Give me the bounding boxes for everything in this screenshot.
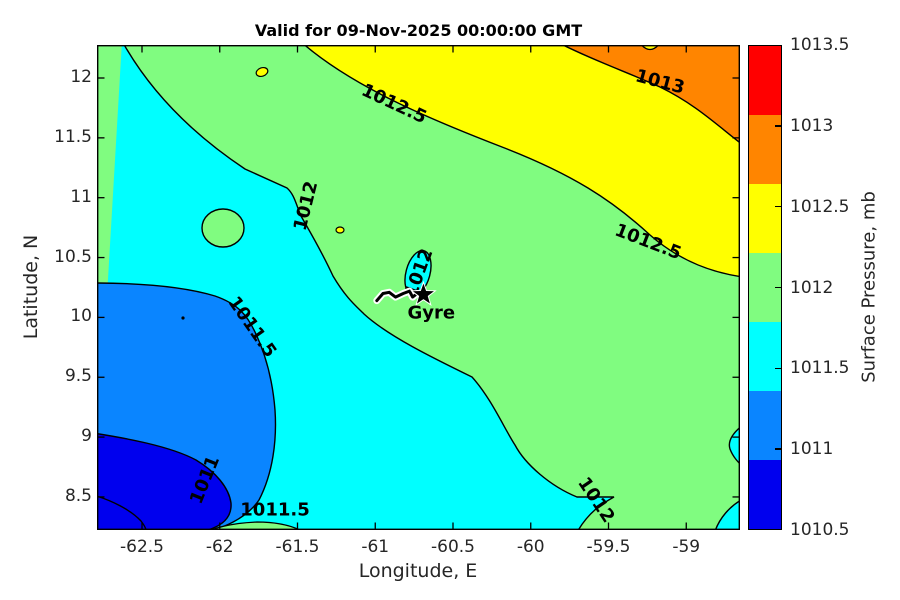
y-tick-label: 9.5: [64, 366, 92, 387]
colorbar-tick-mark: [775, 286, 781, 289]
contour-1010p5: [97, 495, 147, 530]
plot-frame: [97, 45, 740, 530]
y-tick-label: 10.5: [54, 246, 92, 267]
contour-1012: [123, 45, 615, 530]
plot-title: Valid for 09-Nov-2025 00:00:00 GMT: [254, 21, 583, 40]
y-tick-label: 10: [70, 306, 92, 327]
contour-label: 1011.5: [240, 500, 309, 521]
colorbar-tick-mark: [775, 448, 781, 450]
contour-1011: [97, 432, 232, 530]
region-yellow: [304, 45, 740, 277]
tiny-contour-dot: [181, 316, 185, 320]
colorbar-band-0: [749, 46, 781, 115]
region-orange: [563, 45, 740, 143]
map-plot-area: 1012.5 1013 1012.5 1012 1012 1011.5 1011 1011.5…: [97, 45, 740, 530]
contour-1011p5: [97, 282, 277, 530]
yellow-dot-2: [335, 226, 345, 234]
y-tick-label: 12: [70, 67, 92, 87]
x-tick-label: -62: [205, 537, 234, 557]
contour-1013: [561, 45, 740, 144]
gyre-star-icon: [410, 280, 437, 306]
colorbar-tick-label: 1012: [790, 277, 834, 298]
colorbar-tick-label: 1011.5: [790, 358, 850, 379]
colorbar-tick-mark: [775, 205, 781, 208]
region-dark-blue: [97, 433, 232, 530]
y-axis-label: Latitude, N: [20, 234, 42, 340]
colorbar-tick-mark: [775, 367, 781, 370]
y-tick-label: 8.5: [64, 485, 92, 506]
colorbar-tick-label: 1012.5: [790, 196, 850, 217]
x-tick-label: -62.5: [120, 537, 164, 557]
x-tick-label: -60.5: [431, 537, 475, 557]
x-tick-label: -61.5: [275, 537, 320, 557]
colorbar-tick-label: 1013.5: [790, 35, 850, 55]
x-tick-label: -61: [361, 537, 390, 557]
colorbar-band-4: [749, 322, 781, 391]
contour-map-svg: 1012.5 10131012.5101210121011.510111011.5…: [97, 45, 740, 530]
colorbar-tick-label: 1013: [790, 115, 834, 136]
y-tick-label: 11: [70, 186, 92, 207]
gyre-trajectory: [375, 289, 425, 303]
colorbar-tick-label: 1011: [790, 439, 834, 460]
x-tick-label: -59: [672, 537, 701, 557]
x-tick-label: -59.5: [586, 537, 631, 557]
colorbar-tick-mark: [775, 125, 781, 127]
colorbar-band-6: [749, 460, 781, 529]
yellow-dot-1: [255, 66, 269, 78]
y-tick-label: 11.5: [54, 126, 92, 147]
contour-1012p5: [303, 45, 740, 278]
colorbar-band-2: [749, 184, 781, 253]
y-tick-label: 9: [81, 426, 92, 447]
x-axis-label: Longitude, E: [358, 560, 478, 582]
colorbar: [748, 45, 782, 530]
gyre-marker-group: Gyre: [373, 280, 455, 324]
region-cyan-corner: [715, 500, 740, 530]
gyre-label: Gyre: [407, 303, 455, 324]
green-oval-blob: [201, 208, 245, 248]
colorbar-tick-label: 1010.5: [790, 520, 850, 540]
x-tick-label: -60: [516, 537, 545, 557]
colorbar-axis-label: Surface Pressure, mb: [858, 191, 880, 383]
